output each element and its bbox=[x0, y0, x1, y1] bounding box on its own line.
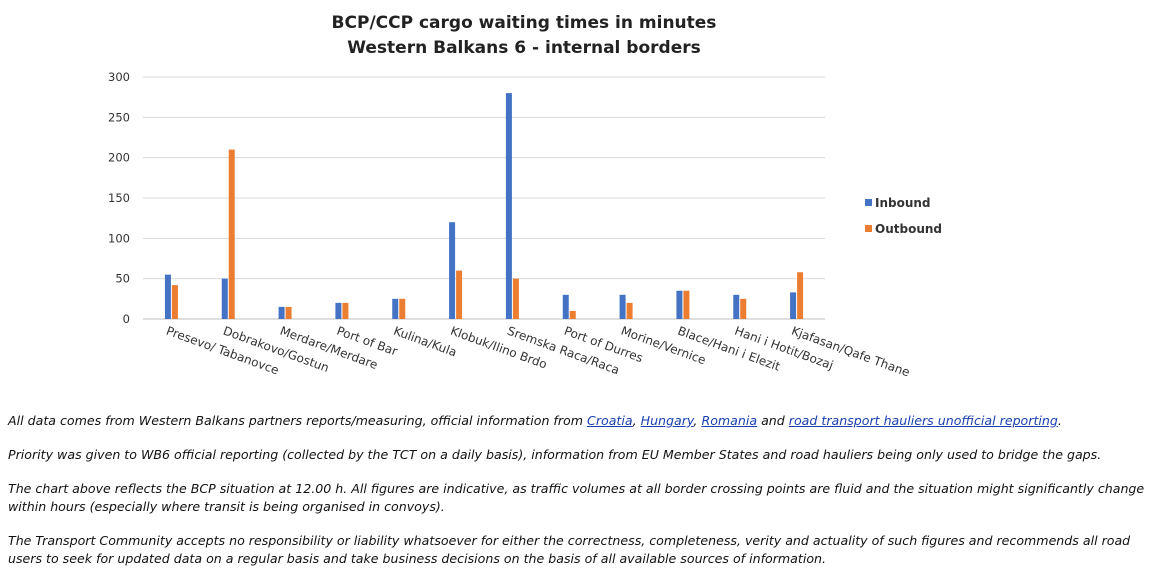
notes-section: All data comes from Western Balkans part… bbox=[8, 412, 1166, 584]
bar-outbound bbox=[342, 302, 349, 319]
bar-outbound bbox=[512, 278, 519, 319]
link-croatia[interactable]: Croatia bbox=[587, 413, 633, 428]
link-hungary[interactable]: Hungary bbox=[640, 413, 694, 428]
bar-inbound bbox=[676, 290, 683, 319]
bar-inbound bbox=[278, 306, 285, 319]
bar-outbound bbox=[740, 298, 747, 319]
note-disclaimer: The Transport Community accepts no respo… bbox=[8, 533, 1131, 566]
x-tick-label: Kulina/Kula bbox=[392, 324, 459, 360]
x-tick-label: Klobuk/Ilino Brdo bbox=[449, 324, 549, 372]
note-text: . bbox=[1057, 413, 1062, 428]
bar-outbound bbox=[569, 310, 576, 319]
bar-inbound bbox=[221, 278, 228, 319]
note-separator: , bbox=[693, 413, 702, 428]
y-tick-label: 100 bbox=[108, 231, 130, 245]
note-data-sources: All data comes from Western Balkans part… bbox=[8, 412, 1166, 430]
y-tick-label: 50 bbox=[115, 272, 130, 286]
y-axis-ticks: 0 50 100 150 200 250 300 bbox=[108, 70, 130, 326]
y-tick-label: 200 bbox=[108, 151, 130, 165]
bar-outbound bbox=[683, 290, 690, 319]
y-tick-label: 250 bbox=[108, 110, 130, 124]
link-romania[interactable]: Romania bbox=[701, 413, 758, 428]
legend: Inbound Outbound bbox=[865, 196, 942, 236]
bar-inbound bbox=[562, 294, 569, 319]
bar-outbound bbox=[399, 298, 406, 319]
y-tick-label: 150 bbox=[108, 191, 130, 205]
bar-outbound bbox=[626, 302, 633, 319]
bar-inbound bbox=[733, 294, 740, 319]
bar-inbound bbox=[335, 302, 342, 319]
legend-label-outbound: Outbound bbox=[875, 222, 942, 236]
bar-inbound bbox=[392, 298, 399, 319]
bar-outbound bbox=[228, 149, 235, 319]
bar-chart: BCP/CCP cargo waiting times in minutes W… bbox=[108, 13, 942, 380]
bar-outbound bbox=[285, 306, 292, 319]
legend-swatch-inbound bbox=[865, 199, 872, 206]
bar-inbound bbox=[505, 93, 512, 319]
gridlines bbox=[143, 76, 825, 320]
bar-inbound bbox=[449, 222, 456, 319]
bar-inbound bbox=[164, 274, 171, 319]
bar-inbound bbox=[790, 292, 797, 319]
bars bbox=[164, 93, 804, 319]
link-road-hauliers[interactable]: road transport hauliers unofficial repor… bbox=[788, 413, 1058, 428]
note-text: and bbox=[757, 413, 789, 428]
legend-label-inbound: Inbound bbox=[875, 196, 931, 210]
legend-swatch-outbound bbox=[865, 225, 872, 232]
bar-outbound bbox=[797, 272, 804, 319]
bar-outbound bbox=[456, 270, 463, 319]
chart-title-line-1: BCP/CCP cargo waiting times in minutes bbox=[332, 13, 717, 33]
note-text: All data comes from Western Balkans part… bbox=[8, 413, 588, 428]
bar-inbound bbox=[619, 294, 626, 319]
note-indicative: The chart above reflects the BCP situati… bbox=[8, 481, 1145, 514]
bar-outbound bbox=[171, 285, 178, 319]
y-tick-label: 0 bbox=[123, 312, 130, 326]
note-separator: , bbox=[632, 413, 641, 428]
note-priority: Priority was given to WB6 official repor… bbox=[8, 447, 1102, 462]
chart-title-line-2: Western Balkans 6 - internal borders bbox=[347, 38, 700, 58]
y-tick-label: 300 bbox=[108, 70, 130, 84]
x-axis-ticks: Presevo/ TabanovceDobrakovo/GostunMerdar… bbox=[164, 324, 911, 380]
